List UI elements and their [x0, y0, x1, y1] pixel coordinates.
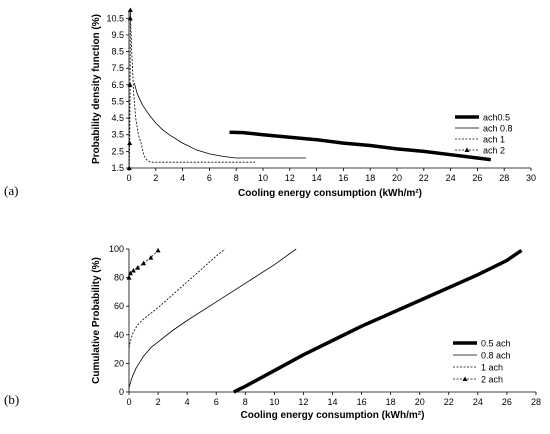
series-marker: [155, 247, 161, 253]
x-tick-label: 14: [327, 397, 337, 407]
x-tick-label: 24: [446, 173, 456, 183]
legend-label-2: 1 ach: [481, 363, 503, 373]
x-tick-label: 6: [207, 173, 212, 183]
series-marker: [127, 15, 133, 21]
legend-marker: [464, 147, 470, 152]
legend-label-1: 0.8 ach: [481, 351, 511, 361]
series-line-2: [128, 248, 226, 348]
y-tick-label: 5.5: [111, 96, 124, 106]
x-tick-label: 8: [243, 397, 248, 407]
x-tick-label: 4: [185, 397, 190, 407]
y-axis-label: Probability density function (%): [91, 14, 102, 164]
y-tick-label: 60: [114, 301, 124, 311]
x-tick-label: 14: [312, 173, 322, 183]
x-tick-label: 12: [298, 397, 308, 407]
x-tick-label: 16: [338, 173, 348, 183]
x-tick-label: 2: [153, 173, 158, 183]
x-tick-label: 12: [285, 173, 295, 183]
x-tick-label: 10: [258, 173, 268, 183]
y-tick-label: 3.5: [111, 130, 124, 140]
x-tick-label: 28: [531, 397, 541, 407]
x-tick-label: 0: [126, 173, 131, 183]
y-tick-label: 100: [109, 244, 124, 254]
x-tick-label: 10: [269, 397, 279, 407]
x-tick-label: 26: [502, 397, 512, 407]
x-tick-label: 18: [365, 173, 375, 183]
series-line-0: [232, 248, 523, 394]
series-line-2: [129, 9, 255, 163]
x-axis-label: Cooling energy consumption (kWh/m²): [241, 410, 425, 421]
y-tick-label: 9.5: [111, 30, 124, 40]
series-marker: [148, 255, 154, 260]
x-axis-label: Cooling energy consumption (kWh/m²): [238, 188, 422, 199]
y-tick-label: 10.5: [106, 13, 124, 23]
x-tick-label: 24: [473, 397, 483, 407]
y-tick-label: 8.5: [111, 47, 124, 57]
x-tick-label: 28: [499, 173, 509, 183]
y-tick-label: 0: [119, 387, 124, 397]
legend-label-1: ach 0.8: [483, 124, 513, 134]
series-line-3: [128, 10, 131, 169]
series-marker: [130, 267, 136, 273]
series-marker: [127, 140, 133, 146]
y-tick-label: 2.5: [111, 146, 124, 156]
series-marker: [127, 82, 133, 87]
legend-label-0: 0.5 ach: [481, 339, 511, 349]
legend-label-0: ach0.5: [483, 113, 510, 123]
y-axis-label: Cumulative Probability (%): [91, 257, 102, 384]
y-tick-label: 80: [114, 273, 124, 283]
panel-label-b: (b): [4, 392, 20, 407]
series-marker: [126, 275, 132, 280]
x-tick-label: 20: [415, 397, 425, 407]
y-tick-label: 40: [114, 330, 124, 340]
series-marker: [127, 270, 133, 276]
chart-a: 0 2 4 6 8 10 12 14 16 18 20 22 24 26 28 301.52.53.54.55…: [91, 7, 536, 199]
legend-marker: [462, 376, 468, 381]
legend-label-2: ach 1: [483, 135, 505, 145]
y-tick-label: 7.5: [111, 63, 124, 73]
y-tick-label: 1.5: [111, 163, 124, 173]
legend-label-3: 2 ach: [481, 375, 503, 385]
x-tick-label: 6: [214, 397, 219, 407]
x-tick-label: 30: [526, 173, 536, 183]
chart-b: 0 2 4 6 8 10 12 14 16 18 20 22 24 26 28020406080100Coo…: [91, 244, 541, 421]
x-tick-label: 2: [156, 397, 161, 407]
x-tick-label: 4: [180, 173, 185, 183]
series-line-0: [229, 130, 492, 162]
x-tick-label: 0: [126, 397, 131, 407]
y-tick-label: 6.5: [111, 80, 124, 90]
series-line-1: [128, 248, 297, 388]
legend-label-3: ach 2: [483, 146, 505, 156]
x-tick-label: 8: [234, 173, 239, 183]
x-tick-label: 18: [386, 397, 396, 407]
x-tick-label: 20: [392, 173, 402, 183]
y-tick-label: 4.5: [111, 113, 124, 123]
series-marker: [127, 7, 133, 12]
series-marker: [135, 265, 141, 270]
y-tick-label: 20: [114, 358, 124, 368]
x-tick-label: 26: [472, 173, 482, 183]
x-tick-label: 22: [444, 397, 454, 407]
panel-label-a: (a): [4, 183, 19, 198]
x-tick-label: 22: [419, 173, 429, 183]
series-marker: [126, 165, 132, 170]
series-line-1: [134, 83, 306, 159]
x-tick-label: 16: [357, 397, 367, 407]
series-marker: [141, 260, 147, 266]
